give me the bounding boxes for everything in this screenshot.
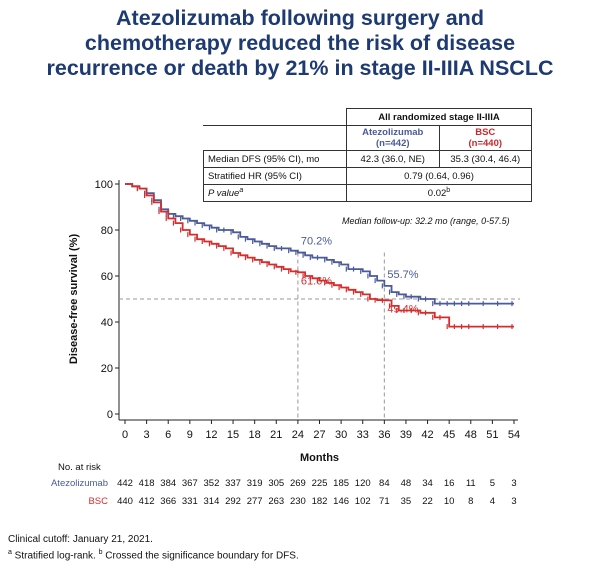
y-tick-label: 40 (101, 317, 113, 329)
risk-cell: 319 (246, 478, 263, 489)
x-tick-label: 6 (165, 429, 171, 441)
title-line-1: Atezolizumab following surgery and (116, 6, 484, 30)
footer-note-b: Crossed the significance boundary for DF… (102, 550, 299, 562)
risk-cell: 367 (181, 478, 198, 489)
risk-cell: 182 (311, 496, 328, 507)
risk-cell: 352 (203, 478, 220, 489)
y-tick-label: 20 (101, 363, 113, 375)
risk-cell: 263 (268, 496, 285, 507)
x-tick-label: 3 (144, 429, 150, 441)
stats-arm2-header: BSC (n=440) (438, 125, 532, 151)
risk-cell: 71 (379, 496, 390, 507)
footer-sup-a: a (8, 549, 12, 556)
x-tick-label: 15 (227, 429, 239, 441)
x-tick-label: 24 (292, 429, 304, 441)
annotation-label: 49.4% (387, 303, 418, 315)
annotation-label: 61.6% (301, 275, 332, 287)
x-tick-label: 54 (508, 429, 520, 441)
footer-sup-b: b (98, 549, 103, 556)
arm2-n: (n=440) (468, 138, 503, 149)
risk-cell: 337 (225, 478, 241, 489)
risk-cell: 3 (511, 496, 517, 507)
risk-cell: 225 (311, 478, 328, 489)
risk-cell: 331 (181, 496, 198, 507)
y-tick-label: 60 (101, 271, 113, 283)
risk-cell: 185 (333, 478, 350, 489)
x-tick-label: 45 (443, 429, 455, 441)
risk-cell: 16 (443, 478, 455, 489)
risk-cell: 384 (160, 478, 177, 489)
footer-note-a: Stratified log-rank. (11, 550, 99, 562)
title-line-2: chemotherapy reduced the risk of disease (84, 31, 516, 55)
risk-cell: 35 (400, 496, 412, 507)
row-p-value-sup: b (446, 186, 451, 194)
risk-cell: 34 (422, 478, 433, 489)
risk-row-label: BSC (88, 496, 108, 507)
x-tick-label: 21 (270, 429, 282, 441)
annotation-label: 55.7% (387, 269, 418, 281)
risk-cell: 292 (225, 496, 241, 507)
row-p-value-text: 0.02 (427, 188, 447, 200)
y-tick-label: 80 (101, 225, 113, 237)
risk-cell: 11 (465, 478, 476, 489)
risk-cell: 4 (489, 496, 496, 507)
x-tick-label: 30 (335, 429, 347, 441)
risk-cell: 5 (489, 478, 496, 489)
x-axis-title: Months (300, 452, 339, 464)
arm2-name: BSC (475, 127, 496, 138)
x-tick-label: 51 (486, 429, 498, 441)
risk-cell: 120 (354, 478, 371, 489)
risk-cell: 440 (117, 496, 133, 507)
y-tick-label: 0 (107, 409, 113, 421)
risk-row-label: Atezolizumab (50, 478, 108, 489)
stats-table: All randomized stage II-IIIA Atezolizuma… (203, 108, 532, 202)
row-p-label-sup: a (239, 186, 244, 194)
annotation-label: 70.2% (301, 236, 332, 248)
risk-cell: 412 (138, 496, 155, 507)
x-tick-label: 48 (465, 429, 477, 441)
risk-cell: 366 (160, 496, 177, 507)
risk-cell: 230 (289, 496, 306, 507)
risk-cell: 102 (354, 496, 371, 507)
risk-cell: 10 (443, 496, 455, 507)
risk-cell: 418 (138, 478, 155, 489)
y-axis-title: Disease-free survival (%) (68, 234, 80, 365)
x-tick-label: 18 (249, 429, 261, 441)
risk-cell: 277 (246, 496, 263, 507)
followup-note: Median follow-up: 32.2 mo (range, 0-57.5… (342, 216, 510, 226)
x-tick-label: 42 (421, 429, 433, 441)
risk-cell: 305 (268, 478, 285, 489)
risk-cell: 146 (333, 496, 350, 507)
risk-cell: 3 (511, 478, 517, 489)
risk-cell: 269 (289, 478, 306, 489)
row-p-value: 0.02b (346, 184, 532, 202)
title-line-3: recurrence or death by 21% in stage II-I… (46, 56, 554, 80)
x-tick-label: 9 (187, 429, 193, 441)
stats-arm1-header: Atezolizumab (n=442) (346, 125, 440, 151)
x-tick-label: 12 (205, 429, 217, 441)
arm1-name: Atezolizumab (362, 127, 424, 138)
risk-cell: 84 (379, 478, 390, 489)
risk-cell: 48 (400, 478, 412, 489)
row-p-label-text: P value (208, 188, 240, 200)
y-tick-label: 100 (95, 179, 113, 191)
risk-cell: 442 (117, 478, 133, 489)
risk-cell: 314 (203, 496, 220, 507)
footer-notes: a Stratified log-rank. b Crossed the sig… (8, 549, 299, 561)
x-tick-label: 39 (400, 429, 412, 441)
slide-title: Atezolizumab following surgery and chemo… (0, 6, 600, 81)
risk-cell: 8 (468, 496, 474, 507)
x-tick-label: 33 (357, 429, 369, 441)
arm1-n: (n=442) (375, 138, 410, 149)
x-tick-label: 0 (122, 429, 128, 441)
risk-table-header: No. at risk (58, 462, 101, 473)
x-tick-label: 36 (378, 429, 390, 441)
x-tick-label: 27 (313, 429, 325, 441)
series-line-bsc (125, 183, 514, 328)
risk-cell: 22 (422, 496, 433, 507)
footer-cutoff: Clinical cutoff: January 21, 2021. (8, 534, 153, 545)
